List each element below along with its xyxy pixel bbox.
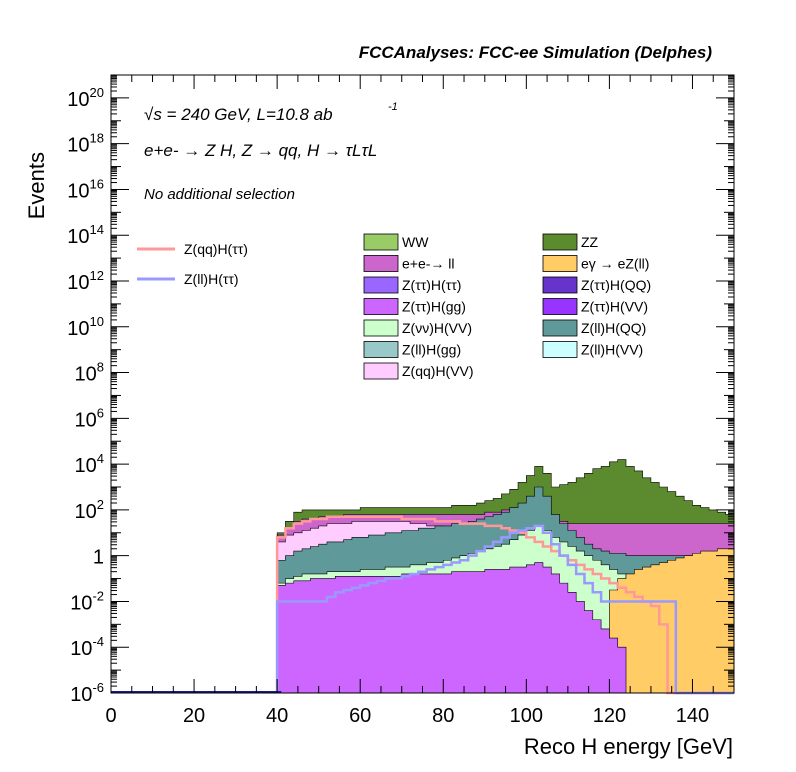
annotation-block: √s = 240 GeV, L=10.8 ab -1 e+e- → Z H, Z…	[144, 101, 398, 203]
y-tick-label: 10-4	[70, 634, 104, 660]
legend-label: Z(qq)H(VV)	[402, 363, 474, 379]
chart-title: FCCAnalyses: FCC-ee Simulation (Delphes)	[359, 43, 713, 62]
x-tick-label: 140	[676, 705, 709, 727]
legend-label: Z(ll)H(gg)	[402, 342, 461, 358]
legend-signal-label: Z(ll)H(ττ)	[184, 271, 239, 287]
legend-swatch	[542, 298, 578, 315]
y-tick-label: 102	[75, 497, 104, 523]
y-tick-label: 106	[75, 405, 104, 431]
y-axis-label: Events	[24, 152, 49, 219]
legend-label: Z(νν)H(VV)	[402, 320, 472, 336]
legend-swatch	[363, 341, 399, 358]
stack-layer	[276, 459, 735, 694]
x-tick-label: 40	[266, 705, 288, 727]
y-tick-label: 1012	[67, 268, 104, 294]
legend-label: Z(ττ)H(QQ)	[581, 277, 651, 293]
legend-swatch	[363, 255, 399, 272]
legend-label: Z(ll)H(VV)	[581, 342, 643, 358]
legend-swatch	[363, 319, 399, 337]
annotation-process: e+e- → Z H, Z → qq, H → τLτL	[144, 141, 377, 160]
y-tick-label: 104	[75, 451, 104, 477]
signal-zll-htautau-line	[275, 524, 734, 695]
legend-signal-label: Z(qq)H(ττ)	[184, 241, 248, 257]
legend-label: e+e-→ ll	[402, 256, 455, 272]
legend-swatch	[363, 233, 399, 251]
legend-label: Z(ττ)H(ττ)	[402, 277, 461, 293]
x-tick-label: 120	[593, 705, 626, 727]
x-tick-label: 100	[510, 705, 543, 727]
x-axis-label: Reco H energy [GeV]	[524, 734, 733, 759]
annotation-lumi-exp: -1	[388, 101, 398, 113]
annotation-selection: No additional selection	[144, 186, 295, 203]
signal-zqq-htautau-line	[275, 515, 734, 695]
y-tick-label: 10-2	[70, 588, 104, 614]
y-tick-label: 10-6	[70, 680, 104, 706]
y-tick-label: 1014	[67, 222, 104, 248]
legend-label: ZZ	[581, 234, 599, 250]
plot-area	[110, 74, 735, 695]
x-tick-label: 80	[432, 705, 454, 727]
legend-swatch	[542, 233, 578, 251]
y-tick-label: 1016	[67, 176, 104, 202]
legend-swatch	[542, 319, 578, 337]
legend-label: eγ → eZ(ll)	[581, 256, 649, 272]
y-tick-label: 108	[75, 360, 104, 386]
y-tick-label: 1	[93, 547, 104, 569]
legend-swatch	[542, 341, 578, 358]
x-tick-label: 20	[183, 705, 205, 727]
x-tick-label: 0	[105, 705, 116, 727]
legend-swatch	[363, 298, 399, 315]
y-tick-label: 1018	[67, 131, 104, 157]
x-tick-label: 60	[349, 705, 371, 727]
y-tick-label: 1010	[67, 314, 104, 340]
legend-signal: Z(qq)H(ττ) Z(ll)H(ττ)	[137, 241, 248, 287]
legend-swatch	[363, 362, 399, 380]
legend-label: Z(ττ)H(VV)	[581, 299, 648, 315]
legend-label: Z(ll)H(QQ)	[581, 320, 646, 336]
legend-background: WW ZZ e+e-→ ll eγ → eZ(ll) Z(ττ)H(ττ) Z(ττ)H(…	[363, 233, 651, 380]
signal-layer	[111, 515, 734, 695]
legend-label: WW	[402, 234, 429, 250]
legend-swatch	[542, 255, 578, 272]
legend-swatch	[542, 276, 578, 294]
legend-swatch	[363, 276, 399, 294]
y-axis: 10-6 10-4 10-2 1 102 104 106 108 1010 1012 1014 101…	[67, 75, 734, 706]
legend-label: Z(ττ)H(gg)	[402, 299, 466, 315]
y-tick-label: 1020	[67, 85, 104, 111]
annotation-sqrt-s: √s = 240 GeV, L=10.8 ab	[144, 105, 333, 124]
x-axis: 0 20 40 60 80 100 120 140	[105, 75, 735, 727]
